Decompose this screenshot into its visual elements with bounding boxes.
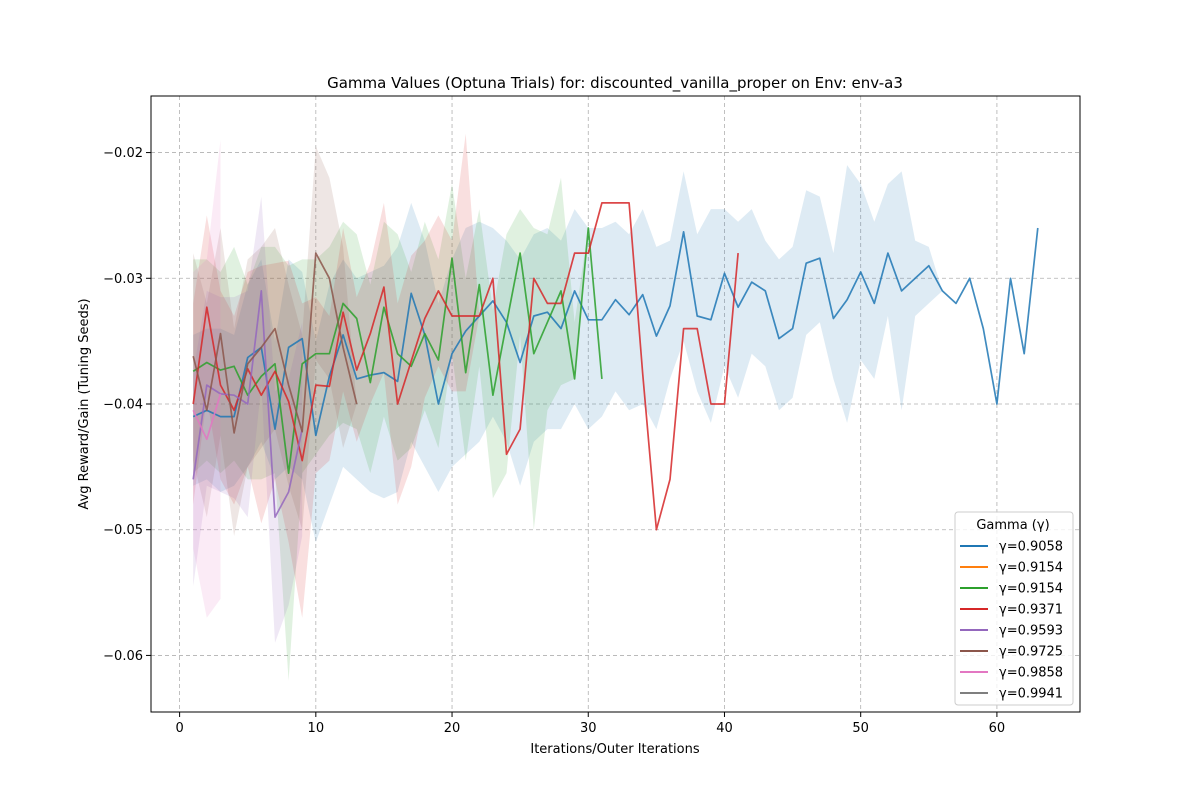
series-2-band: [193, 177, 602, 681]
x-tick-label: 30: [580, 721, 597, 736]
legend-box: [954, 511, 1074, 706]
confidence-bands: [193, 133, 1038, 681]
series-5-band: [193, 146, 357, 537]
x-tick-label: 0: [175, 721, 183, 736]
x-tick-label: 20: [444, 721, 461, 736]
legend-label: γ=0.9941: [999, 687, 1063, 702]
chart-title: Gamma Values (Optuna Trials) for: discou…: [327, 74, 903, 93]
legend-label: γ=0.9058: [999, 540, 1063, 555]
y-tick-label: −0.02: [103, 146, 143, 161]
legend: Gamma (γ) γ=0.9058 γ=0.9154 γ=0.9154 γ=0.93…: [954, 511, 1074, 706]
x-tick-label: 40: [716, 721, 733, 736]
legend-label: γ=0.9371: [999, 603, 1063, 618]
series-lines: [192, 202, 1039, 531]
y-axis-label: Avg Reward/Gain (Tuning Seeds): [77, 298, 92, 509]
x-tick-label: 60: [989, 721, 1006, 736]
y-tick-label: −0.03: [103, 272, 143, 287]
series-4-band: [193, 196, 303, 643]
x-axis-label: Iterations/Outer Iterations: [530, 742, 699, 757]
legend-entries: γ=0.9058 γ=0.9154 γ=0.9154 γ=0.9371 γ=0.9593…: [960, 540, 1063, 702]
series-5-line: [192, 252, 358, 434]
series-6-band: [193, 140, 221, 618]
series-3-line: [192, 202, 739, 531]
legend-label: γ=0.9593: [999, 624, 1063, 639]
series-6-line: [192, 393, 222, 441]
x-tick-label: 50: [852, 721, 869, 736]
y-tick-label: −0.04: [103, 398, 143, 413]
y-axis: −0.06 −0.05 −0.04 −0.03 −0.02: [103, 146, 151, 664]
legend-label: γ=0.9154: [999, 582, 1063, 597]
grid: [151, 96, 1080, 712]
y-tick-label: −0.06: [103, 649, 143, 664]
legend-label: γ=0.9858: [999, 666, 1063, 681]
series-0-band: [193, 165, 1038, 543]
series-3-band: [193, 133, 739, 618]
x-axis: 0 10 20 30 40 50 60: [175, 712, 1005, 736]
x-tick-label: 10: [308, 721, 325, 736]
legend-label: γ=0.9725: [999, 645, 1063, 660]
y-tick-label: −0.05: [103, 523, 143, 538]
series-2-line: [192, 227, 603, 474]
legend-title: Gamma (γ): [976, 518, 1049, 533]
legend-label: γ=0.9154: [999, 561, 1063, 576]
